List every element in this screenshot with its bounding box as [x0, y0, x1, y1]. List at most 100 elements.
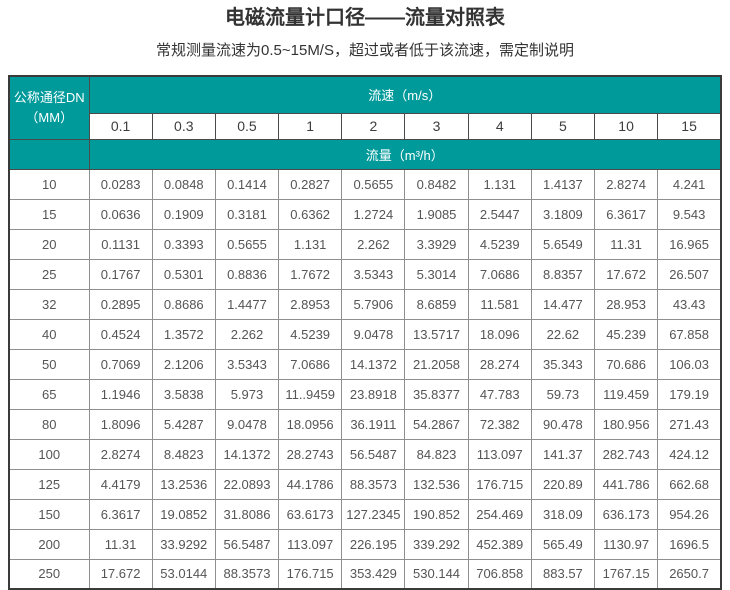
table-row: 40 0.4524 1.3572 2.262 4.5239 9.0478 13.5717 18… — [8, 318, 722, 350]
flow-value-cell: 13.5717 — [404, 318, 469, 350]
dn-value-cell: 50 — [8, 348, 90, 380]
table-row: 200 11.31 33.9292 56.5487 113.097 226.195 339.… — [8, 528, 722, 560]
flow-value-cell: 3.1809 — [530, 198, 596, 230]
flow-value-cell: 1.3572 — [151, 318, 216, 350]
flow-value-cell: 2.1206 — [151, 348, 216, 380]
velocity-value-cell: 2 — [341, 112, 406, 140]
table-row: 20 0.1131 0.3393 0.5655 1.131 2.262 3.3929 4.52… — [8, 228, 722, 260]
flow-value-cell: 954.26 — [657, 498, 722, 530]
flow-value-cell: 0.0283 — [88, 168, 153, 200]
flow-value-cell: 132.536 — [404, 468, 469, 500]
flow-value-cell: 9.543 — [657, 198, 722, 230]
flow-value-cell: 0.7069 — [88, 348, 153, 380]
flow-value-cell: 31.8086 — [214, 498, 280, 530]
flow-value-cell: 70.686 — [593, 348, 659, 380]
flow-value-cell: 22.0893 — [214, 468, 280, 500]
flow-value-cell: 4.4179 — [88, 468, 153, 500]
flow-value-cell: 339.292 — [404, 528, 469, 560]
dn-header-line1: 公称通径DN — [13, 89, 85, 105]
dn-value-cell: 32 — [8, 288, 90, 320]
page-title: 电磁流量计口径——流量对照表 — [225, 7, 505, 29]
flow-value-cell: 72.382 — [467, 408, 532, 440]
flow-value-cell: 2.8274 — [88, 438, 153, 470]
flow-comparison-table: 公称通径DN （MM） 流速（m/s） 0.1 0.3 0.5 1 2 3 4 5 10 15 流… — [8, 75, 722, 590]
flow-value-cell: 18.0956 — [278, 408, 343, 440]
flow-value-cell: 1.2724 — [341, 198, 406, 230]
dn-value-cell: 125 — [8, 468, 90, 500]
flow-value-cell: 226.195 — [341, 528, 406, 560]
table-row: 65 1.1946 3.5838 5.973 11..9459 23.8918 35.837… — [8, 378, 722, 410]
flow-value-cell: 88.3573 — [214, 558, 280, 590]
flow-value-cell: 5.973 — [214, 378, 280, 410]
flow-value-cell: 271.43 — [657, 408, 722, 440]
flow-value-cell: 0.5301 — [151, 258, 216, 290]
flow-value-cell: 44.1786 — [278, 468, 343, 500]
flow-value-cell: 2.262 — [341, 228, 406, 260]
velocity-value-cell: 4 — [467, 112, 532, 140]
flow-value-cell: 16.965 — [657, 228, 722, 260]
flow-value-cell: 0.4524 — [88, 318, 153, 350]
flow-value-cell: 1.4137 — [530, 168, 596, 200]
dn-value-cell: 100 — [8, 438, 90, 470]
dn-value-cell: 20 — [8, 228, 90, 260]
flow-value-cell: 59.73 — [530, 378, 596, 410]
flow-value-cell: 88.3573 — [341, 468, 406, 500]
flow-value-cell: 8.6859 — [404, 288, 469, 320]
flow-value-cell: 1.131 — [278, 228, 343, 260]
flow-value-cell: 1.4477 — [214, 288, 280, 320]
flow-value-cell: 67.858 — [657, 318, 722, 350]
flow-value-cell: 7.0686 — [278, 348, 343, 380]
flow-value-cell: 0.1767 — [88, 258, 153, 290]
flow-value-cell: 441.786 — [593, 468, 659, 500]
flow-value-cell: 8.4823 — [151, 438, 216, 470]
flow-value-cell: 113.097 — [467, 438, 532, 470]
flow-value-cell: 90.478 — [530, 408, 596, 440]
dn-value-cell: 250 — [8, 558, 90, 590]
flow-value-cell: 0.6362 — [278, 198, 343, 230]
flow-value-cell: 8.8357 — [530, 258, 596, 290]
flow-value-cell: 706.858 — [467, 558, 532, 590]
flow-value-cell: 2650.7 — [657, 558, 722, 590]
flow-value-cell: 1130.97 — [593, 528, 659, 560]
flow-value-cell: 636.173 — [593, 498, 659, 530]
flow-value-cell: 1.131 — [467, 168, 532, 200]
flow-value-cell: 11.31 — [593, 228, 659, 260]
flow-value-cell: 0.2895 — [88, 288, 153, 320]
flow-value-cell: 3.5343 — [341, 258, 406, 290]
dn-value-cell: 25 — [8, 258, 90, 290]
flow-value-cell: 1.7672 — [278, 258, 343, 290]
dn-value-cell: 15 — [8, 198, 90, 230]
table-row: 250 17.672 53.0144 88.3573 176.715 353.429 530… — [8, 558, 722, 590]
flow-value-cell: 28.2743 — [278, 438, 343, 470]
flow-value-cell: 14.1372 — [341, 348, 406, 380]
flow-value-cell: 0.5655 — [214, 228, 280, 260]
flow-value-cell: 35.8377 — [404, 378, 469, 410]
flow-value-cell: 282.743 — [593, 438, 659, 470]
flow-value-cell: 5.7906 — [341, 288, 406, 320]
flow-value-cell: 17.672 — [88, 558, 153, 590]
flow-value-cell: 113.097 — [278, 528, 343, 560]
page-subtitle: 常规测量流速为0.5~15M/S，超过或者低于该流速，需定制说明 — [156, 42, 574, 59]
velocity-header-row: 公称通径DN （MM） 流速（m/s） — [8, 75, 722, 140]
velocity-value-cell: 15 — [657, 112, 722, 140]
flow-value-cell: 127.2345 — [341, 498, 406, 530]
flow-value-cell: 14.1372 — [214, 438, 280, 470]
flow-value-cell: 0.0636 — [88, 198, 153, 230]
flow-value-cell: 119.459 — [593, 378, 659, 410]
flow-value-cell: 0.5655 — [341, 168, 406, 200]
flow-value-cell: 883.57 — [530, 558, 596, 590]
flow-value-cell: 9.0478 — [341, 318, 406, 350]
flow-value-cell: 1696.5 — [657, 528, 722, 560]
flow-value-cell: 43.43 — [657, 288, 722, 320]
table-row: 100 2.8274 8.4823 14.1372 28.2743 56.5487 84.8… — [8, 438, 722, 470]
velocity-value-cell: 3 — [404, 112, 469, 140]
table-row: 50 0.7069 2.1206 3.5343 7.0686 14.1372 21.2058… — [8, 348, 722, 380]
flow-value-cell: 353.429 — [341, 558, 406, 590]
flow-value-cell: 4.241 — [657, 168, 722, 200]
velocity-value-cell: 0.5 — [214, 112, 280, 140]
flow-value-cell: 19.0852 — [151, 498, 216, 530]
flow-value-cell: 28.953 — [593, 288, 659, 320]
flow-value-cell: 0.8836 — [214, 258, 280, 290]
table-row: 10 0.0283 0.0848 0.1414 0.2827 0.5655 0.8482 1.… — [8, 168, 722, 200]
flow-value-cell: 2.8274 — [593, 168, 659, 200]
